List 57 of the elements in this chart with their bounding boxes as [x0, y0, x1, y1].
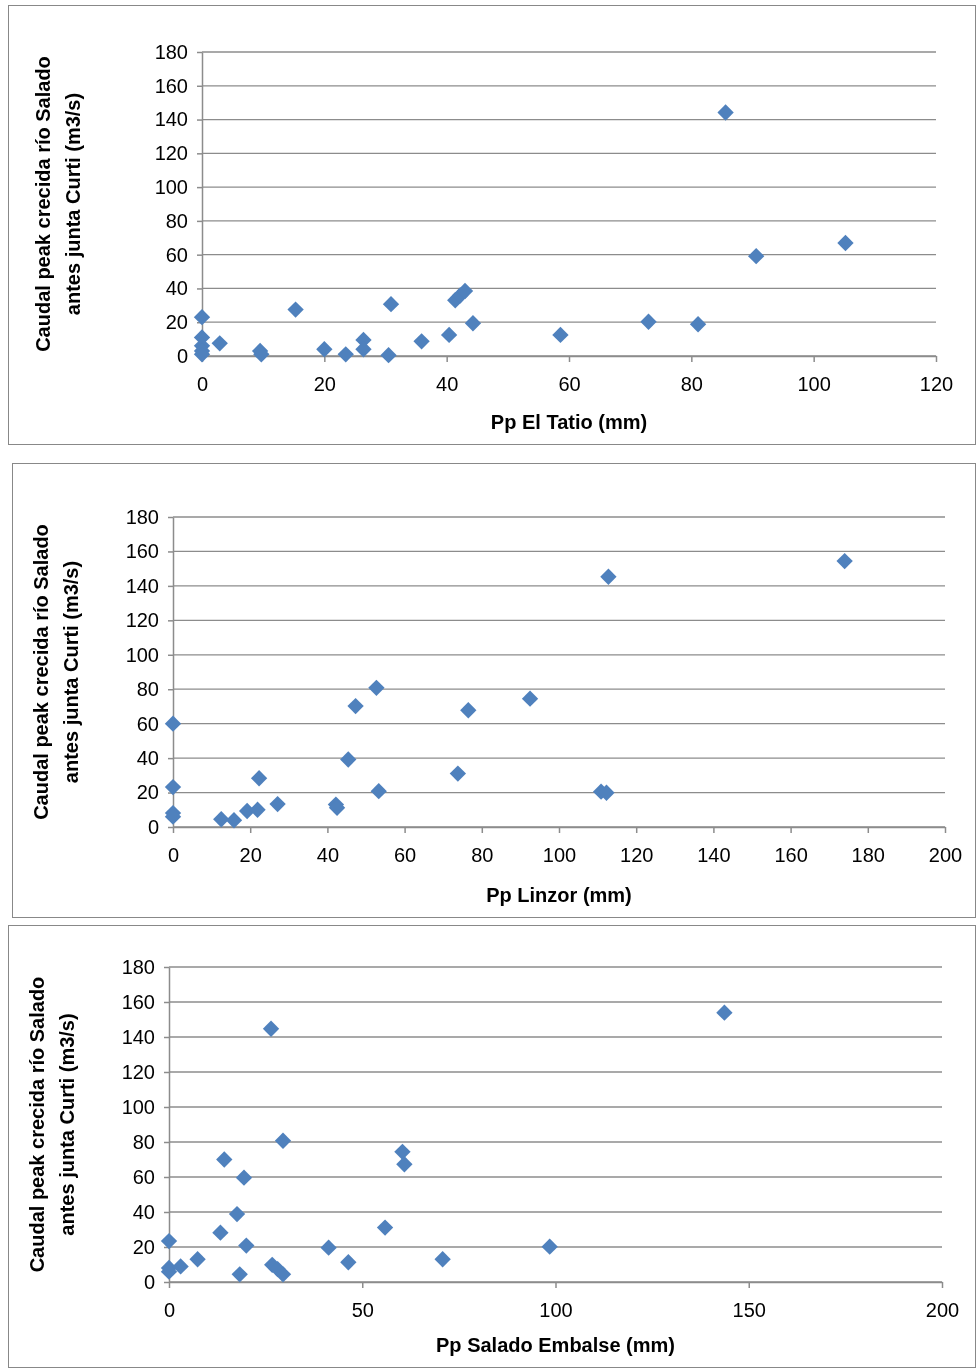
- y-tick-label: 100: [154, 176, 188, 199]
- x-tick-label: 180: [851, 844, 885, 866]
- y-tick-label: 160: [154, 74, 188, 97]
- x-tick-label: 80: [471, 844, 494, 866]
- y-tick-label: 180: [121, 955, 155, 978]
- x-tick-label: 160: [774, 844, 808, 866]
- y-tick-label: 100: [125, 643, 159, 666]
- x-tick-label: 150: [732, 1299, 766, 1321]
- y-tick-label: 140: [154, 108, 188, 131]
- x-tick-label: 40: [436, 373, 459, 395]
- y-tick-label: 20: [132, 1235, 155, 1258]
- x-tick-label: 140: [697, 844, 731, 866]
- y-axis-title: Caudal peak crecida río Salado antes junta Curti (m3/s): [32, 56, 84, 352]
- y-axis-title: Caudal peak crecida río Salado antes junta Curti (m3/s): [26, 976, 78, 1273]
- y-tick-label: 100: [121, 1095, 155, 1118]
- y-tick-label: 120: [125, 609, 159, 632]
- x-tick-label: 100: [539, 1299, 573, 1321]
- y-tick-label: 140: [125, 574, 159, 597]
- y-tick-label: 0: [176, 344, 188, 367]
- y-tick-label: 0: [143, 1270, 155, 1293]
- x-tick-label: 80: [680, 373, 703, 395]
- y-tick-label: 40: [132, 1200, 155, 1223]
- y-tick-label: 60: [136, 712, 159, 735]
- x-tick-label: 200: [928, 844, 963, 866]
- y-tick-label: 180: [154, 40, 188, 63]
- y-tick-label: 140: [121, 1025, 155, 1048]
- y-tick-label: 20: [165, 311, 188, 334]
- y-tick-label: 120: [154, 142, 188, 165]
- y-tick-label: 60: [165, 243, 188, 266]
- x-tick-label: 20: [313, 373, 336, 395]
- x-tick-label: 200: [925, 1299, 960, 1321]
- x-tick-label: 0: [196, 373, 209, 395]
- x-tick-label: 40: [316, 844, 340, 866]
- y-tick-label: 40: [136, 747, 159, 770]
- y-tick-label: 160: [125, 540, 159, 563]
- y-tick-label: 80: [132, 1130, 155, 1153]
- x-tick-label: 100: [797, 373, 831, 395]
- y-tick-label: 20: [136, 781, 159, 804]
- y-tick-label: 120: [121, 1060, 155, 1083]
- y-tick-label: 60: [132, 1165, 155, 1188]
- y-tick-label: 0: [147, 815, 159, 838]
- y-tick-label: 80: [165, 209, 188, 232]
- x-tick-label: 60: [558, 373, 581, 395]
- x-tick-label: 100: [542, 844, 577, 866]
- y-axis-title: Caudal peak crecida río Salado antes junta Curti (m3/s): [30, 524, 82, 820]
- x-axis-title: Pp Salado Embalse (mm): [436, 1334, 675, 1356]
- y-tick-label: 160: [121, 990, 155, 1013]
- x-tick-label: 120: [620, 844, 654, 866]
- x-tick-label: 50: [351, 1299, 374, 1321]
- x-tick-label: 20: [239, 844, 262, 866]
- x-tick-label: 60: [393, 844, 417, 866]
- x-axis-title: Pp El Tatio (mm): [490, 411, 648, 433]
- y-tick-label: 40: [165, 277, 188, 300]
- y-tick-label: 80: [136, 678, 159, 701]
- x-axis-title: Pp Linzor (mm): [486, 884, 632, 906]
- y-tick-label: 180: [125, 505, 159, 528]
- x-tick-label: 120: [919, 373, 954, 395]
